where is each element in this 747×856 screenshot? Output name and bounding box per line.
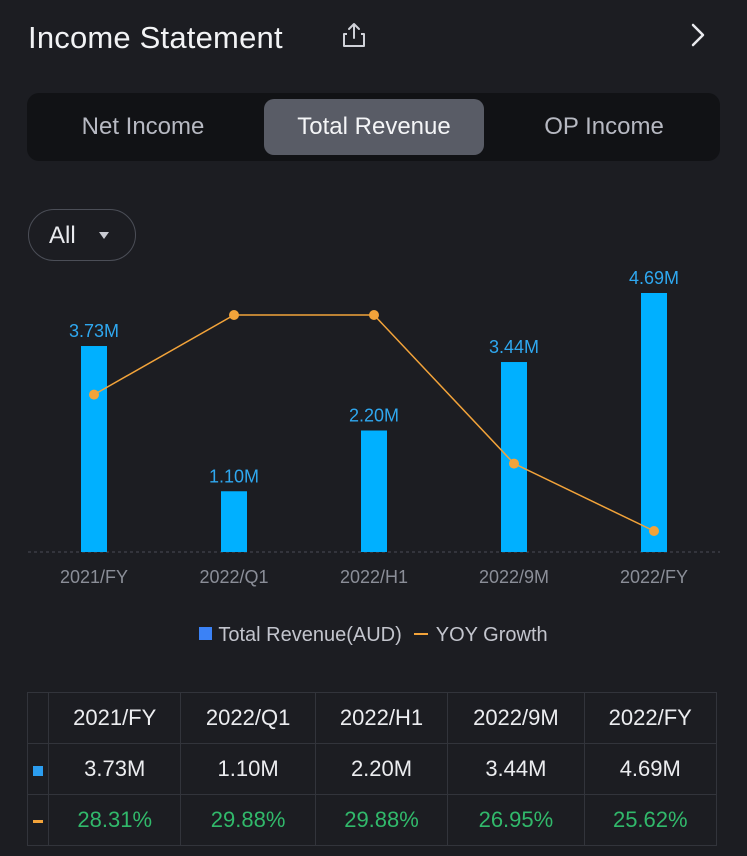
legend-line-label: YOY Growth [435, 624, 548, 646]
tab-op-income[interactable]: OP Income [544, 113, 664, 140]
yoy-growth-point [89, 389, 99, 400]
growth-row-marker [27, 794, 49, 846]
page-title: Income Statement [28, 20, 283, 55]
table-header-cell: 2021/FY [47, 692, 182, 744]
table-cell: 3.44M [447, 743, 585, 795]
yoy-growth-point [369, 310, 379, 320]
table-cell: 25.62% [583, 794, 718, 846]
header: Income Statement [28, 14, 718, 64]
yoy-growth-point [509, 458, 519, 469]
period-filter-label: All [49, 222, 76, 249]
yoy-growth-point [229, 310, 239, 320]
table-cell: 29.88% [180, 794, 316, 846]
bar-value-label: 4.69M [629, 268, 679, 288]
caret-down-icon [99, 232, 109, 239]
bar-marker-icon [33, 766, 43, 776]
revenue-chart: 3.73M 1.10M 2.20M 3.44M 4.69M 2021/FY 2022/Q1 2… [28, 268, 720, 587]
revenue-bar [361, 430, 387, 552]
table-cell: 28.31% [47, 794, 182, 846]
x-tick-label: 2022/9M [479, 567, 549, 587]
chart-legend: Total Revenue(AUD) YOY Growth [0, 624, 747, 654]
revenue-bar [641, 293, 667, 552]
chevron-right-icon[interactable] [688, 20, 708, 50]
period-filter-dropdown[interactable]: All [28, 209, 136, 261]
table-cell: 26.95% [447, 794, 585, 846]
table-cell: 29.88% [314, 794, 449, 846]
table-corner [27, 692, 49, 744]
table-row-revenue: 3.73M 1.10M 2.20M 3.44M 4.69M [27, 743, 718, 795]
legend-bar-swatch [199, 627, 213, 641]
tab-total-revenue[interactable]: Total Revenue [264, 99, 484, 155]
x-tick-label: 2022/H1 [340, 567, 408, 587]
table-cell: 4.69M [583, 743, 718, 795]
line-marker-icon [33, 819, 43, 823]
table-header-cell: 2022/H1 [314, 692, 449, 744]
revenue-row-marker [27, 743, 49, 795]
table-header-cell: 2022/FY [583, 692, 718, 744]
tab-net-income[interactable]: Net Income [81, 113, 205, 140]
table-cell: 3.73M [47, 743, 182, 795]
bar-value-label: 1.10M [209, 466, 259, 486]
legend-line-swatch [413, 632, 428, 635]
table-row-growth: 28.31% 29.88% 29.88% 26.95% 25.62% [27, 794, 718, 846]
revenue-bar [501, 362, 527, 552]
bar-value-label: 3.73M [69, 321, 119, 341]
share-icon[interactable] [341, 21, 367, 51]
bar-value-label: 3.44M [489, 337, 539, 357]
table-header-row: 2021/FY 2022/Q1 2022/H1 2022/9M 2022/FY [27, 692, 718, 744]
x-tick-label: 2022/Q1 [199, 567, 268, 587]
table-cell: 1.10M [180, 743, 316, 795]
legend-bar-label: Total Revenue(AUD) [218, 624, 402, 646]
table-cell: 2.20M [314, 743, 449, 795]
metric-tabs: Net Income Total Revenue OP Income [27, 93, 720, 161]
revenue-bar [81, 346, 107, 552]
table-header-cell: 2022/Q1 [180, 692, 316, 744]
yoy-growth-point [649, 526, 659, 536]
revenue-bar [221, 491, 247, 552]
bar-value-label: 2.20M [349, 406, 399, 426]
data-table: 2021/FY 2022/Q1 2022/H1 2022/9M 2022/FY … [27, 692, 718, 846]
x-tick-label: 2022/FY [620, 567, 688, 587]
table-header-cell: 2022/9M [447, 692, 585, 744]
x-tick-label: 2021/FY [60, 567, 128, 587]
